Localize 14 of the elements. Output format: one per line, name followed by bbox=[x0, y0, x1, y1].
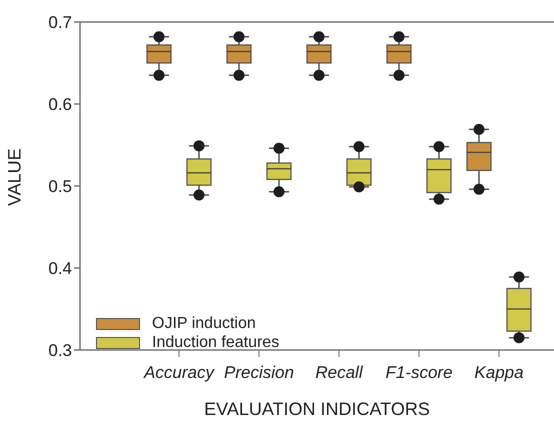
y-axis-title: VALUE bbox=[4, 148, 24, 206]
legend-label: OJIP induction bbox=[152, 314, 256, 333]
y-tick-label: 0.4 bbox=[48, 259, 72, 278]
y-tick-label: 0.3 bbox=[48, 341, 72, 360]
y-tick-label: 0.5 bbox=[48, 177, 72, 196]
x-tick-label: Recall bbox=[315, 363, 364, 382]
x-tick-label: F1-score bbox=[385, 363, 453, 382]
y-tick-label: 0.6 bbox=[48, 95, 72, 114]
x-axis-title: EVALUATION INDICATORS bbox=[204, 399, 430, 419]
x-tick-label: Precision bbox=[224, 363, 294, 382]
x-tick-label: Kappa bbox=[474, 363, 524, 382]
y-tick-label: 0.7 bbox=[48, 13, 72, 32]
x-tick-label: Accuracy bbox=[143, 363, 216, 382]
legend-label: Induction features bbox=[152, 333, 280, 352]
